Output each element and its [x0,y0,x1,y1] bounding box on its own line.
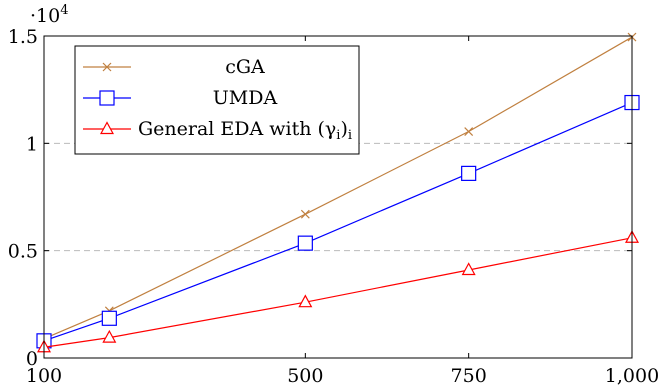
legend: cGA UMDA General EDA with (γi)i [74,45,360,155]
series-1-point-3 [461,165,477,181]
legend-swatch-marker-1 [99,90,115,106]
plot-frame [43,35,633,359]
series-2-point-1 [102,329,117,343]
x-tick-label-0: 100 [26,365,62,385]
legend-label-2: General EDA with (γi)i [138,118,352,143]
series-1-point-2 [297,235,313,251]
y-axis-multiplier: ·104 [30,3,69,27]
series-1-point-1 [101,310,117,326]
y-tick-label-0: 0 [26,348,38,370]
legend-label-1: UMDA [213,87,278,109]
legend-swatch-marker-2 [99,121,115,135]
y-multiplier-exponent: 4 [60,3,68,18]
y-tick-label-1: 0.5 [8,241,38,263]
series-2-point-3 [461,262,476,276]
series-line-2 [43,237,633,348]
legend-label-0: cGA [225,56,265,78]
y-tick-labels: 0 0.5 1 1.5 [8,26,38,370]
x-tick-labels: 100 500 750 1,000 [26,365,659,385]
axis-ticks [43,35,633,359]
y-multiplier-base: ·10 [30,5,60,27]
x-tick-label-3: 1,000 [605,365,659,385]
y-tick-label-2: 1 [26,133,38,155]
x-tick-label-2: 750 [451,365,487,385]
legend-box [74,45,360,155]
series-0-point-3 [464,127,474,136]
series-2-point-2 [298,294,313,308]
legend-swatch-marker-0 [102,62,112,72]
x-tick-label-1: 500 [287,365,323,385]
y-tick-label-3: 1.5 [8,26,38,48]
series-0-point-2 [300,209,310,219]
